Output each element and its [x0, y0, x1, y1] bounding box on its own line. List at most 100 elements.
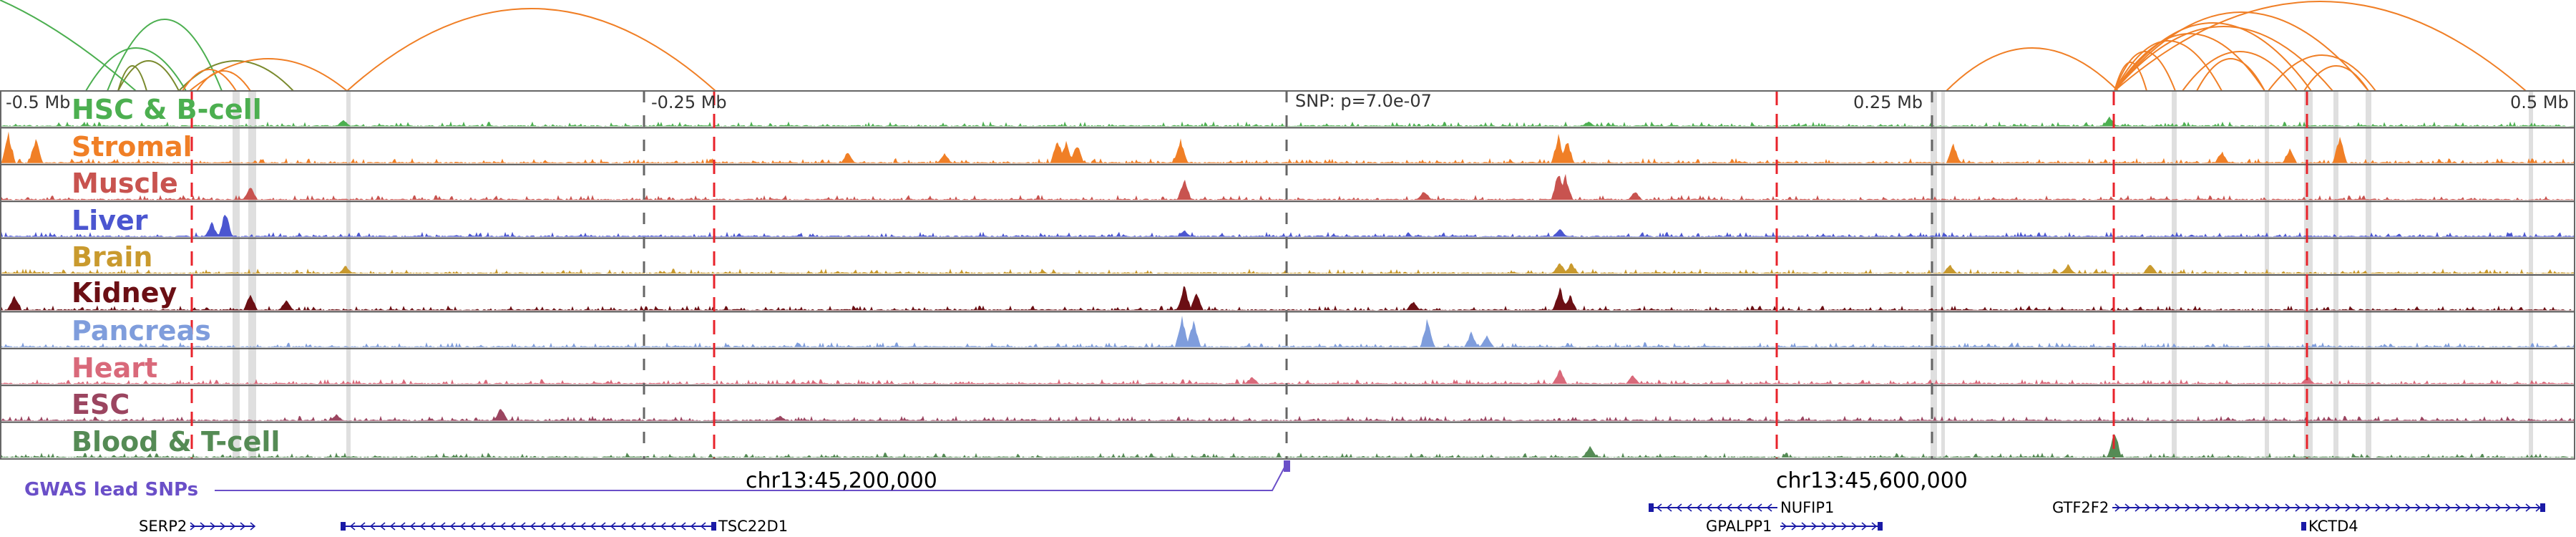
gene-label-tsc22d1: TSC22D1	[718, 518, 788, 535]
strand-chevron	[2375, 503, 2381, 512]
scale-tick-minus-0.5mb: -0.5 Mb	[6, 92, 70, 112]
gwas-track-label: GWAS lead SNPs	[24, 479, 198, 500]
strand-chevron	[1746, 503, 1752, 512]
gene-label-gtf2f2: GTF2F2	[2052, 499, 2109, 516]
strand-chevron	[2215, 503, 2221, 512]
strand-chevron	[1766, 503, 1772, 512]
gene-serp2: SERP2	[139, 518, 256, 535]
track-label-pancreas: Pancreas	[72, 315, 211, 347]
strand-chevron	[2395, 503, 2401, 512]
strand-chevron	[359, 522, 366, 531]
strand-chevron	[2495, 503, 2502, 512]
strand-chevron	[210, 522, 216, 531]
strand-chevron	[600, 522, 606, 531]
loop-arc	[85, 47, 187, 92]
strand-chevron	[1666, 503, 1672, 512]
scale-tick-0.5mb: 0.5 Mb	[2510, 92, 2569, 112]
strand-chevron	[419, 522, 426, 531]
strand-chevron	[1696, 503, 1702, 512]
strand-chevron	[469, 522, 476, 531]
track-label-hsc-b-cell: HSC & B-cell	[72, 94, 262, 125]
vertical-marker-lines	[190, 91, 2308, 459]
strand-chevron	[240, 522, 246, 531]
track-labels: HSC & B-cell Stromal Muscle Liver Brain …	[72, 94, 280, 458]
strand-chevron	[479, 522, 486, 531]
track-label-liver: Liver	[72, 205, 148, 236]
strand-chevron	[2445, 503, 2451, 512]
track-label-brain: Brain	[72, 241, 152, 273]
strand-chevron	[2325, 503, 2331, 512]
strand-chevron	[1841, 522, 1848, 531]
loop-arc	[117, 60, 180, 92]
strand-chevron	[449, 522, 456, 531]
strand-chevron	[2285, 503, 2291, 512]
strand-chevron	[1756, 503, 1762, 512]
strand-chevron	[2225, 503, 2231, 512]
strand-chevron	[2525, 503, 2532, 512]
strand-chevron	[1831, 522, 1838, 531]
strand-chevron	[349, 522, 356, 531]
strand-chevron	[670, 522, 676, 531]
gene-gpalpp1: GPALPP1	[1706, 518, 1883, 535]
strand-chevron	[2365, 503, 2371, 512]
strand-chevron	[2145, 503, 2151, 512]
strand-chevron	[439, 522, 446, 531]
strand-chevron	[2385, 503, 2391, 512]
strand-chevron	[2305, 503, 2311, 512]
chromatin-loops	[0, 0, 2527, 92]
strand-chevron	[2425, 503, 2431, 512]
strand-chevron	[2335, 503, 2341, 512]
strand-chevron	[2175, 503, 2181, 512]
loop-arc	[2114, 62, 2147, 92]
strand-chevron	[190, 522, 196, 531]
strand-chevron	[610, 522, 616, 531]
strand-chevron	[1676, 503, 1682, 512]
strand-chevron	[2124, 503, 2131, 512]
strand-chevron	[1781, 522, 1787, 531]
strand-chevron	[660, 522, 666, 531]
track-label-kidney: Kidney	[72, 277, 177, 309]
strand-chevron	[1791, 522, 1797, 531]
track-label-heart: Heart	[72, 352, 157, 384]
strand-chevron	[2535, 503, 2542, 512]
strand-chevron	[2195, 503, 2201, 512]
strand-chevron	[1716, 503, 1722, 512]
strand-chevron	[690, 522, 696, 531]
loop-arc	[107, 19, 223, 92]
loop-arc	[2114, 11, 2369, 92]
strand-chevron	[590, 522, 596, 531]
strand-chevron	[2235, 503, 2241, 512]
strand-chevron	[519, 522, 526, 531]
strand-chevron	[2165, 503, 2171, 512]
loop-arc	[2114, 1, 2527, 92]
strand-chevron	[2265, 503, 2271, 512]
strand-chevron	[700, 522, 706, 531]
scale-tick-minus-0.25mb: -0.25 Mb	[651, 92, 727, 112]
loop-arc	[2303, 65, 2369, 92]
strand-chevron	[409, 522, 416, 531]
loop-arc	[0, 0, 137, 92]
strand-chevron	[2465, 503, 2472, 512]
strand-chevron	[1801, 522, 1807, 531]
coordinate-label-45200000: chr13:45,200,000	[746, 468, 937, 493]
gene-tsc22d1: TSC22D1	[341, 518, 788, 535]
strand-chevron	[2435, 503, 2441, 512]
strand-chevron	[399, 522, 406, 531]
strand-chevron	[640, 522, 646, 531]
signal-heart	[0, 369, 2575, 384]
strand-chevron	[580, 522, 586, 531]
loop-arc	[2114, 51, 2176, 92]
strand-chevron	[2114, 503, 2121, 512]
strand-chevron	[630, 522, 636, 531]
strand-chevron	[2275, 503, 2281, 512]
gene-label-nufip1: NUFIP1	[1780, 499, 1834, 516]
tracks-panel-frame	[0, 90, 2575, 460]
strand-chevron	[650, 522, 656, 531]
signal-esc	[0, 409, 2575, 421]
loop-arc	[1946, 47, 2119, 92]
strand-chevron	[369, 522, 376, 531]
strand-chevron	[230, 522, 236, 531]
loop-arc	[2268, 54, 2376, 92]
strand-chevron	[1861, 522, 1868, 531]
strand-chevron	[2155, 503, 2161, 512]
